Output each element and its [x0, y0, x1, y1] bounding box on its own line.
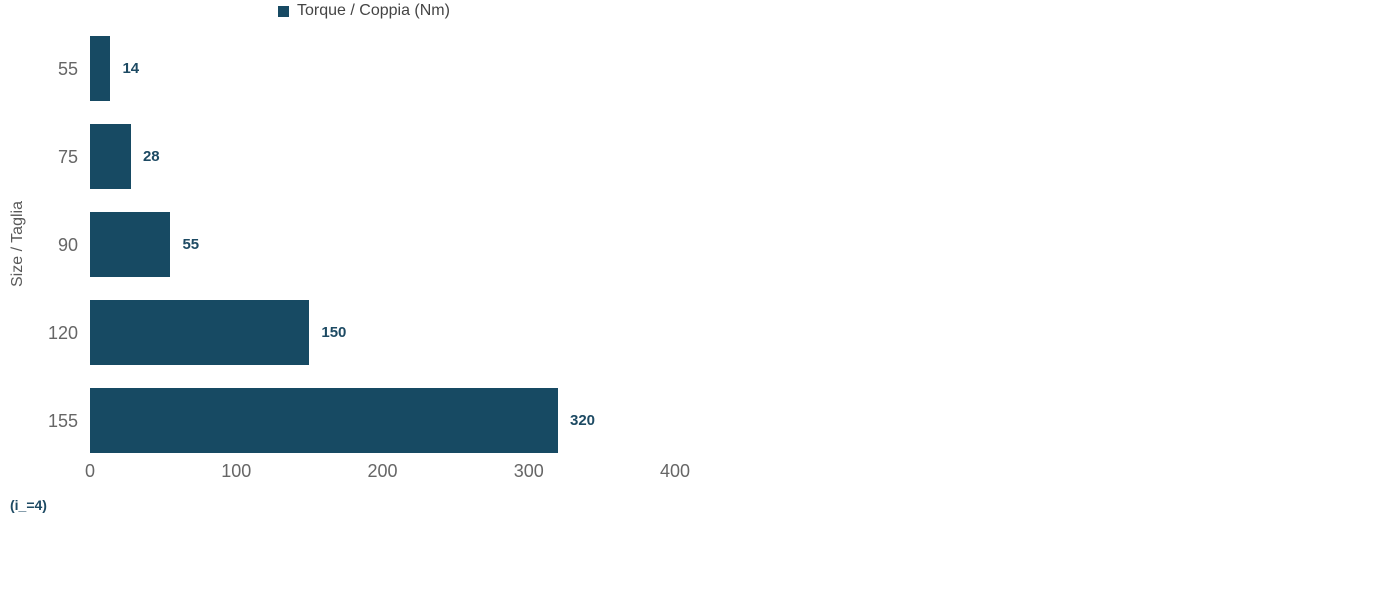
bar — [90, 212, 171, 277]
x-tick-label: 400 — [659, 461, 691, 481]
value-label: 28 — [142, 147, 160, 165]
value-label: 150 — [321, 323, 347, 341]
bar — [90, 388, 558, 453]
bar — [90, 36, 111, 101]
value-label: 55 — [182, 235, 200, 253]
value-label: 320 — [570, 411, 596, 429]
legend-swatch-icon — [278, 5, 289, 17]
chart-legend: Torque / Coppia (Nm) — [278, 3, 450, 19]
x-tick-label: 100 — [221, 461, 252, 481]
x-tick-label: 200 — [367, 461, 398, 481]
category-label: 55 — [57, 58, 78, 79]
category-label: 155 — [47, 410, 78, 431]
x-tick-label: 0 — [84, 461, 96, 481]
legend-label: Torque / Coppia (Nm) — [297, 2, 450, 19]
footnote: (i_=4) — [10, 497, 47, 513]
bar — [90, 300, 310, 365]
category-label: 90 — [57, 234, 78, 255]
value-label: 14 — [122, 59, 140, 77]
x-tick-label: 300 — [513, 461, 544, 481]
bar — [90, 124, 131, 189]
category-label: 120 — [47, 322, 78, 343]
category-label: 75 — [57, 146, 78, 167]
